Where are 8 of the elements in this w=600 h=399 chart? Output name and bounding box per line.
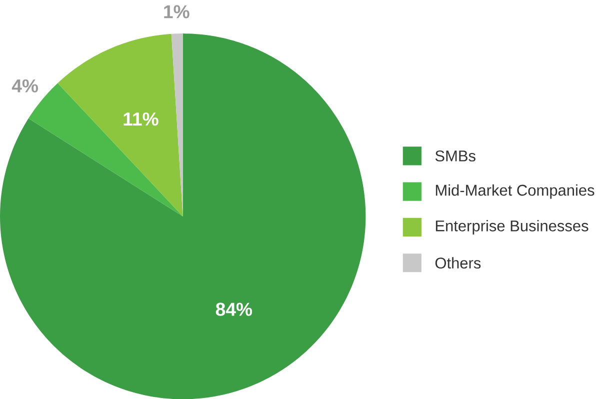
legend-label: SMBs — [435, 150, 476, 162]
data-label: 1% — [164, 5, 190, 18]
data-label: 4% — [12, 79, 38, 92]
data-label: 11% — [124, 112, 158, 126]
legend-label: Mid-Market Companies — [436, 184, 594, 199]
legend-label: Enterprise Businesses — [436, 220, 588, 234]
data-label: 84% — [216, 302, 252, 316]
legend-label: Others — [435, 257, 481, 268]
